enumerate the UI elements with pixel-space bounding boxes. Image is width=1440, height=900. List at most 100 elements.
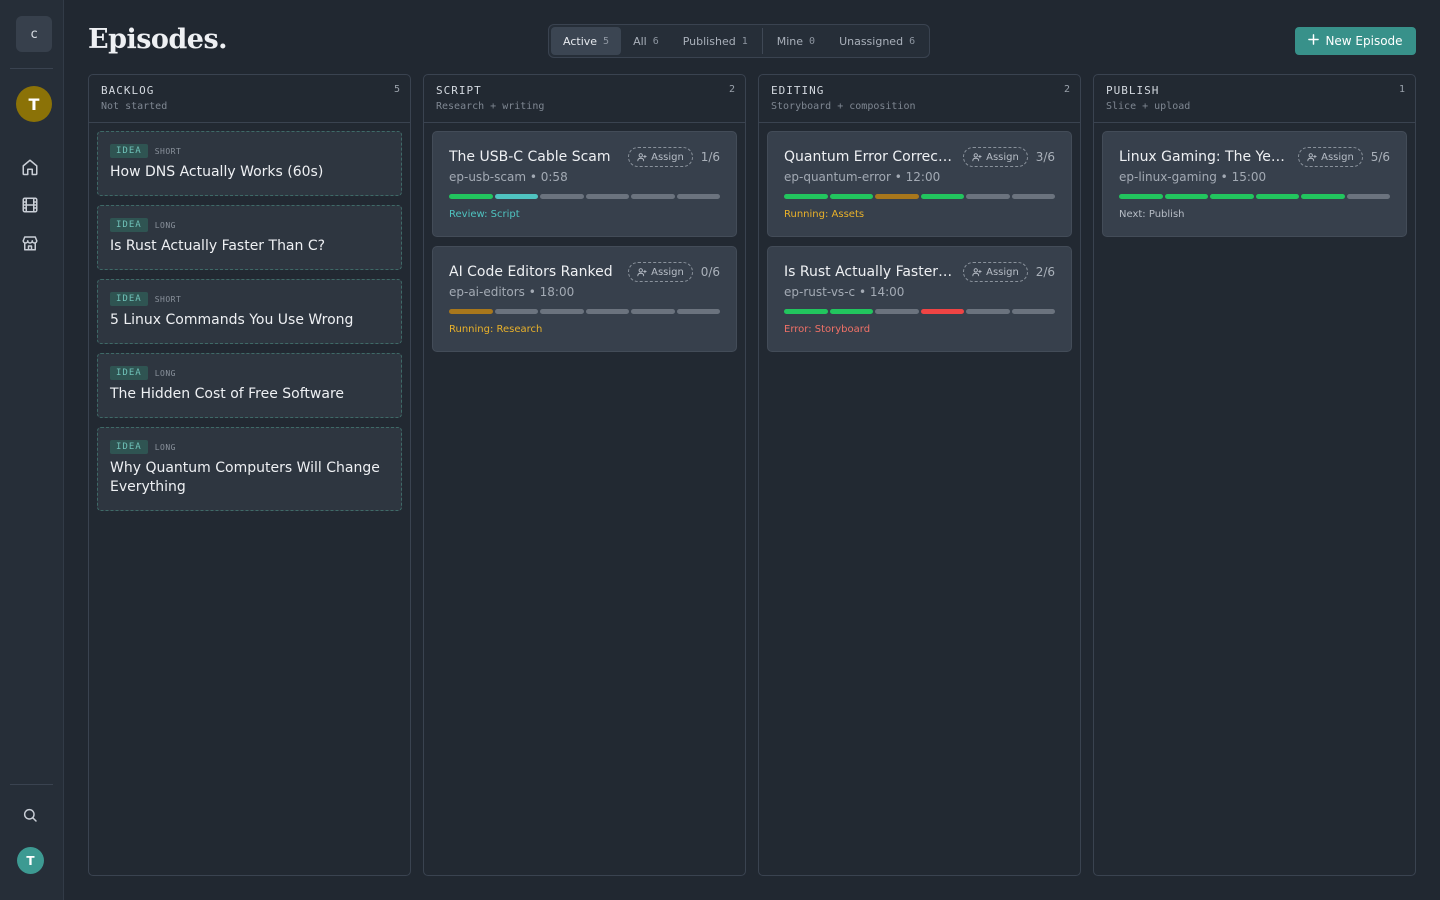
column-body: Linux Gaming: The Year of Linux Assign 5… (1094, 123, 1415, 254)
stage-segment-done (784, 194, 828, 199)
idea-card[interactable]: IDEA LONG Why Quantum Computers Will Chan… (97, 427, 402, 511)
home-icon[interactable] (20, 157, 40, 177)
stage-segment-pending (676, 194, 720, 199)
user-plus-icon (637, 267, 647, 277)
stage-progress: 2/6 (1035, 265, 1055, 279)
column-header: PUBLISH Slice + upload 1 (1094, 75, 1415, 123)
episode-status: Running: Assets (784, 209, 865, 220)
filter-tab-count: 6 (909, 35, 916, 47)
film-icon[interactable] (20, 195, 40, 215)
stage-segment-running (875, 194, 919, 199)
workspace-avatar[interactable]: T (16, 86, 52, 122)
stage-segment-done (1164, 194, 1208, 199)
episode-title: Linux Gaming: The Year of Linux (1119, 149, 1289, 165)
filter-tab-unassigned[interactable]: Unassigned 6 (827, 27, 927, 55)
column-header: EDITING Storyboard + composition 2 (759, 75, 1080, 123)
episode-duration: 12:00 (905, 170, 941, 184)
column-body: The USB-C Cable Scam Assign 1/6 ep-usb-s… (424, 123, 745, 369)
stage-segment-running (449, 309, 493, 314)
column-count: 5 (393, 84, 400, 95)
stage-segment-pending (494, 309, 538, 314)
idea-tag: IDEA (110, 144, 148, 158)
stage-segment-done (784, 309, 828, 314)
sidebar-divider (10, 68, 53, 69)
column-subtitle: Not started (101, 101, 168, 112)
filter-divider (761, 28, 763, 54)
stage-progress: 5/6 (1370, 150, 1390, 164)
format-tag: SHORT (154, 294, 182, 304)
episode-title: AI Code Editors Ranked (449, 264, 613, 280)
stage-segment-done (1301, 194, 1345, 199)
episode-title: Is Rust Actually Faster Than C? (784, 264, 954, 280)
column-title: BACKLOG (101, 84, 155, 97)
stage-segment-pending (966, 309, 1010, 314)
episode-meta: ep-linux-gaming • 15:00 (1119, 170, 1267, 184)
filter-tab-count: 0 (809, 35, 816, 47)
idea-card[interactable]: IDEA LONG Is Rust Actually Faster Than C? (97, 205, 402, 270)
assign-button[interactable]: Assign (628, 262, 693, 282)
stage-segment-done (920, 194, 964, 199)
column-title: PUBLISH (1106, 84, 1160, 97)
episode-duration: 14:00 (869, 285, 905, 299)
episode-card[interactable]: Is Rust Actually Faster Than C? Assign 2… (767, 246, 1072, 352)
idea-card[interactable]: IDEA LONG The Hidden Cost of Free Softwar… (97, 353, 402, 418)
episode-card[interactable]: Linux Gaming: The Year of Linux Assign 5… (1102, 131, 1407, 237)
episode-duration: 15:00 (1231, 170, 1267, 184)
column-header: SCRIPT Research + writing 2 (424, 75, 745, 123)
stage-segments (784, 194, 1055, 199)
column-publish: PUBLISH Slice + upload 1 Linux Gaming: T… (1093, 74, 1416, 876)
user-avatar[interactable]: T (17, 847, 44, 874)
filter-tab-mine[interactable]: Mine 0 (765, 27, 827, 55)
page-title: Episodes. (88, 24, 228, 55)
episode-status: Next: Publish (1119, 209, 1185, 220)
episode-card[interactable]: Quantum Error Correction Assign 3/6 ep-q… (767, 131, 1072, 237)
sidebar-divider (10, 784, 53, 785)
assign-button[interactable]: Assign (628, 147, 693, 167)
assign-button[interactable]: Assign (1298, 147, 1363, 167)
app-logo[interactable]: c (16, 16, 52, 52)
idea-tag: IDEA (110, 218, 148, 232)
stage-segment-done (1210, 194, 1254, 199)
search-icon[interactable] (20, 805, 40, 825)
new-episode-button[interactable]: New Episode (1295, 27, 1416, 55)
assign-label: Assign (1321, 151, 1354, 163)
episode-title: The USB-C Cable Scam (449, 149, 611, 165)
idea-card[interactable]: IDEA SHORT How DNS Actually Works (60s) (97, 131, 402, 196)
filter-tab-active[interactable]: Active 5 (551, 27, 622, 55)
column-count: 2 (728, 84, 735, 95)
episode-meta: ep-usb-scam • 0:58 (449, 170, 568, 184)
filter-tab-all[interactable]: All 6 (621, 27, 671, 55)
stage-segment-pending (875, 309, 919, 314)
stage-segment-pending (585, 194, 629, 199)
idea-card[interactable]: IDEA SHORT 5 Linux Commands You Use Wrong (97, 279, 402, 344)
idea-title: 5 Linux Commands You Use Wrong (110, 312, 354, 328)
stage-segment-pending (631, 194, 675, 199)
assign-label: Assign (986, 266, 1019, 278)
episode-status: Review: Script (449, 209, 520, 220)
column-subtitle: Storyboard + composition (771, 101, 916, 112)
filter-tab-published[interactable]: Published 1 (671, 27, 760, 55)
stage-segment-pending (585, 309, 629, 314)
column-script: SCRIPT Research + writing 2 The USB-C Ca… (423, 74, 746, 876)
stage-segment-review (494, 194, 538, 199)
filter-tab-label: Active (563, 34, 598, 48)
assign-label: Assign (651, 266, 684, 278)
episode-status: Running: Research (449, 324, 543, 335)
store-icon[interactable] (20, 233, 40, 253)
filter-tab-label: All (633, 34, 647, 48)
episode-card[interactable]: AI Code Editors Ranked Assign 0/6 ep-ai-… (432, 246, 737, 352)
plus-icon (1308, 34, 1320, 48)
user-plus-icon (972, 267, 982, 277)
stage-segment-pending (1011, 194, 1055, 199)
episode-meta: ep-quantum-error • 12:00 (784, 170, 941, 184)
column-title: SCRIPT (436, 84, 482, 97)
episode-meta: ep-ai-editors • 18:00 (449, 285, 575, 299)
stage-segment-error (920, 309, 964, 314)
assign-button[interactable]: Assign (963, 262, 1028, 282)
stage-progress: 0/6 (700, 265, 720, 279)
episode-duration: 18:00 (539, 285, 575, 299)
format-tag: LONG (154, 442, 176, 452)
user-plus-icon (972, 152, 982, 162)
episode-card[interactable]: The USB-C Cable Scam Assign 1/6 ep-usb-s… (432, 131, 737, 237)
assign-button[interactable]: Assign (963, 147, 1028, 167)
